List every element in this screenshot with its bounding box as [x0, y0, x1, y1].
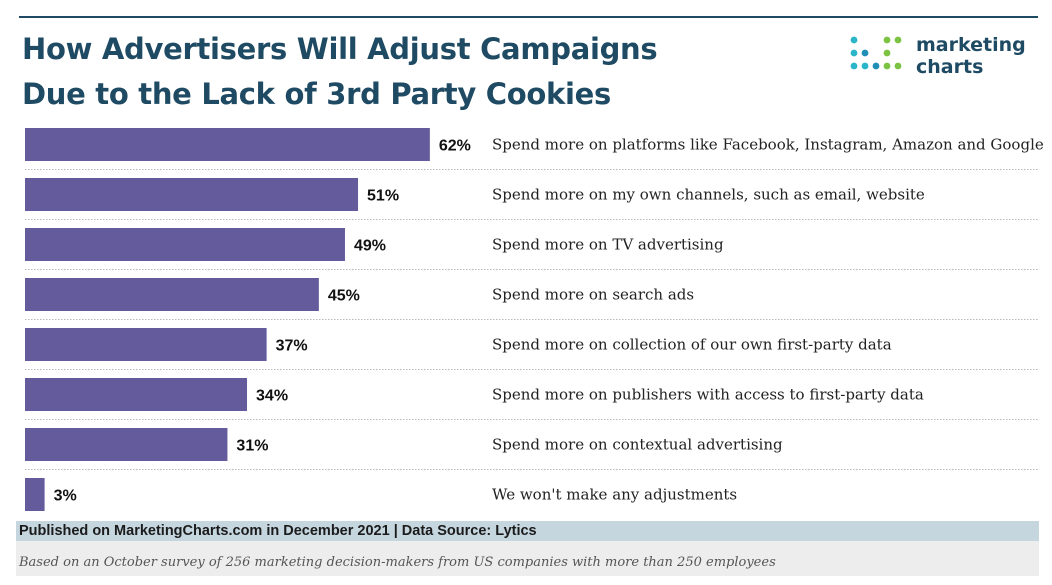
- logo-text-line-1: marketing: [916, 34, 1026, 56]
- survey-note: Based on an October survey of 256 market…: [16, 541, 1039, 576]
- logo-text-line-2: charts: [916, 56, 984, 78]
- bar: [25, 128, 430, 161]
- logo-dot: [850, 36, 858, 44]
- logo-dot: [883, 62, 891, 70]
- logo-dot: [883, 36, 891, 44]
- chart-title-line-1: How Advertisers Will Adjust Campaigns: [22, 32, 658, 66]
- category-label: Spend more on publishers with access to …: [492, 386, 924, 404]
- category-label: Spend more on my own channels, such as e…: [492, 186, 925, 204]
- data-label: 49%: [354, 238, 386, 255]
- bar: [25, 478, 45, 511]
- category-label: Spend more on platforms like Facebook, I…: [492, 136, 1044, 154]
- data-label: 51%: [367, 188, 399, 205]
- category-label: Spend more on contextual advertising: [492, 436, 783, 454]
- bar: [25, 378, 248, 411]
- logo-dot: [850, 49, 858, 57]
- chart-title: How Advertisers Will Adjust Campaigns Du…: [22, 27, 658, 117]
- data-label: 37%: [276, 338, 308, 355]
- top-rule: [19, 16, 1038, 18]
- logo-dot: [850, 62, 858, 70]
- category-label: Spend more on search ads: [492, 286, 694, 304]
- logo-dots-icon: [850, 36, 902, 70]
- bar: [25, 178, 359, 211]
- bar: [25, 428, 228, 461]
- logo-dot: [861, 49, 869, 57]
- data-label: 34%: [256, 388, 288, 405]
- logo-text: marketing charts: [916, 34, 1026, 78]
- category-label: We won't make any adjustments: [492, 486, 737, 504]
- logo-dot: [861, 62, 869, 70]
- data-label: 45%: [328, 288, 360, 305]
- logo-dot: [872, 62, 880, 70]
- bar-chart: 62% Spend more on platforms like Facebook…: [25, 128, 1044, 511]
- logo-dot: [883, 49, 891, 57]
- category-label: Spend more on collection of our own firs…: [492, 336, 892, 354]
- logo-dot: [894, 62, 902, 70]
- bar: [25, 228, 345, 261]
- bar: [25, 278, 319, 311]
- marketingcharts-logo: marketing charts: [850, 34, 1040, 86]
- published-source-line: Published on MarketingCharts.com in Dece…: [16, 521, 1039, 541]
- chart-title-line-2: Due to the Lack of 3rd Party Cookies: [22, 77, 611, 111]
- bar: [25, 328, 267, 361]
- data-label: 3%: [54, 488, 77, 505]
- data-label: 62%: [439, 138, 471, 155]
- data-label: 31%: [236, 438, 268, 455]
- logo-dot: [894, 36, 902, 44]
- category-label: Spend more on TV advertising: [492, 236, 724, 254]
